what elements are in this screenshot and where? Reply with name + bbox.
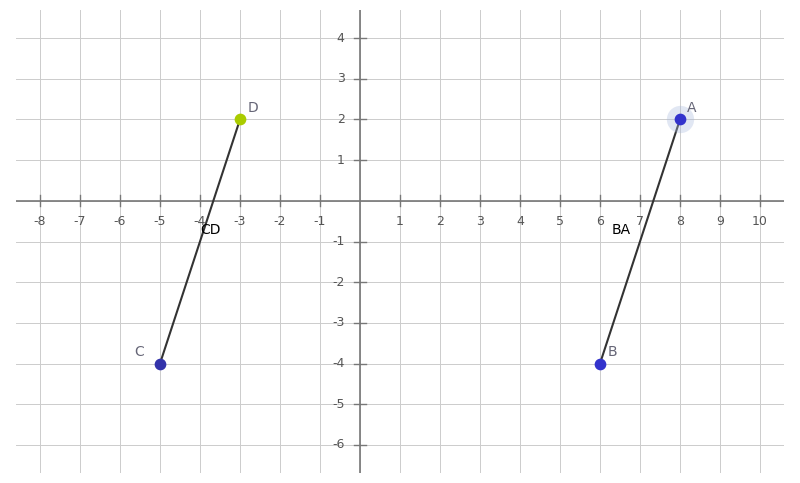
Text: -8: -8 [34,215,46,228]
Text: -4: -4 [194,215,206,228]
Text: C: C [134,345,144,359]
Text: -4: -4 [332,357,345,370]
Text: 3: 3 [476,215,484,228]
Text: A: A [687,101,697,115]
Text: 4: 4 [516,215,524,228]
Text: 5: 5 [556,215,564,228]
Text: 9: 9 [716,215,724,228]
Text: 7: 7 [636,215,644,228]
Point [674,115,686,123]
Text: D: D [247,101,258,115]
Text: 6: 6 [596,215,604,228]
Text: -3: -3 [234,215,246,228]
Text: -2: -2 [274,215,286,228]
Text: -6: -6 [114,215,126,228]
Text: -1: -1 [332,235,345,248]
Point [234,115,246,123]
Text: 1: 1 [396,215,404,228]
Text: B: B [607,345,617,359]
Text: -7: -7 [74,215,86,228]
Point [154,360,166,368]
Text: -6: -6 [332,439,345,452]
Text: -3: -3 [332,316,345,329]
Text: -5: -5 [332,398,345,411]
Point [674,115,686,123]
Text: -1: -1 [314,215,326,228]
Text: CD: CD [200,223,221,237]
Text: 1: 1 [337,154,345,167]
Text: 3: 3 [337,72,345,85]
Text: 2: 2 [337,113,345,126]
Point [594,360,606,368]
Text: BA: BA [612,223,631,237]
Text: -5: -5 [154,215,166,228]
Text: -2: -2 [332,276,345,289]
Text: 8: 8 [676,215,684,228]
Text: 10: 10 [752,215,768,228]
Text: 2: 2 [436,215,444,228]
Text: 4: 4 [337,31,345,44]
